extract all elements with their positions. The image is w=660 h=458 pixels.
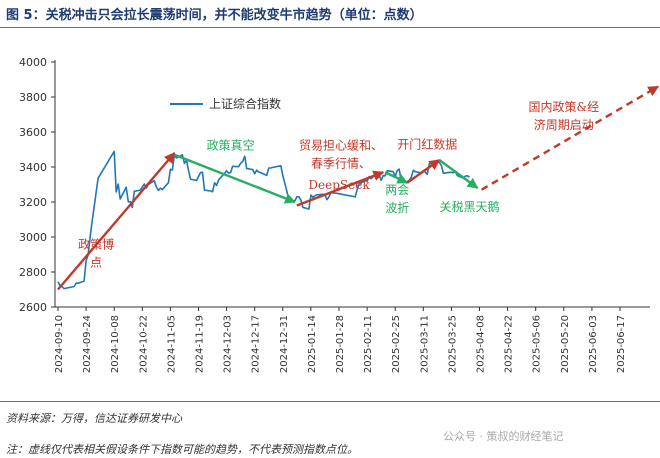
annotation-line: 关税黑天鹅 [439, 200, 499, 214]
x-tick-label: 2024-09-24 [82, 315, 93, 373]
annotation-label: 关税黑天鹅 [439, 200, 499, 214]
y-tick-label: 3400 [19, 161, 47, 174]
x-tick-label: 2024-12-03 [223, 315, 234, 373]
x-tick-label: 2025-05-06 [532, 315, 543, 373]
trend-arrow [384, 171, 409, 184]
y-tick-label: 2600 [19, 301, 47, 314]
chart-plot: 2600 2800 3000 3200 3400 3600 3800 4000 2024-09-… [19, 56, 660, 373]
annotation-line: 波折 [385, 200, 409, 215]
annotation-line: 济周期启动 [534, 117, 594, 132]
projection-arrow [480, 85, 660, 191]
trend-arrow [406, 159, 441, 184]
annotation-label: 政策博点 [78, 236, 114, 269]
trend-arrow [296, 170, 385, 207]
series-line-shanghai-index [57, 150, 470, 290]
x-tick-label: 2024-11-05 [166, 315, 177, 373]
footer-divider [0, 401, 660, 402]
annotation-line: 开门红数据 [397, 137, 457, 152]
annotation-line: DeepSeek [308, 178, 370, 192]
watermark: 公众号 · 策叔的财经笔记 [443, 430, 564, 443]
trend-arrow [438, 159, 479, 189]
annotation-line: 春季行情、 [311, 157, 371, 171]
title-divider [0, 27, 660, 28]
x-tick-label: 2024-12-31 [279, 315, 290, 373]
annotation-label: 开门红数据 [397, 137, 457, 152]
annotation-label: 国内政策&经济周期启动 [528, 100, 599, 132]
y-tick-label: 3600 [19, 126, 47, 139]
chart-title: 图 5：关税冲击只会拉长震荡时间，并不能改变牛市趋势（单位：点数） [6, 8, 423, 23]
annotation-line: 两会 [385, 183, 409, 197]
annotation-line: 贸易担心缓和、 [299, 139, 383, 153]
trend-arrow [173, 153, 296, 204]
x-tick-label: 2025-04-22 [504, 315, 515, 373]
annotation-label: 贸易担心缓和、春季行情、 [299, 139, 383, 171]
x-tick-label: 2024-11-19 [195, 315, 206, 373]
x-tick-label: 2024-10-22 [138, 315, 149, 373]
x-tick-label: 2025-06-17 [616, 315, 627, 373]
x-tick-label: 2024-12-17 [251, 315, 262, 373]
x-tick-label: 2025-01-28 [335, 315, 346, 373]
annotation-label: 政策真空 [207, 139, 255, 153]
x-tick-label: 2024-10-08 [110, 315, 121, 373]
y-tick-label: 2800 [19, 266, 47, 279]
annotation-line: 政策真空 [207, 139, 255, 153]
x-tick-label: 2025-04-08 [476, 315, 487, 373]
y-tick-label: 4000 [19, 56, 47, 69]
x-tick-label: 2025-03-11 [419, 315, 430, 373]
x-tick-label: 2025-02-25 [391, 315, 402, 373]
annotation-label: 两会波折 [385, 183, 409, 215]
x-tick-label: 2024-09-10 [54, 315, 65, 373]
trend-arrow [57, 152, 176, 291]
x-tick-label: 2025-06-03 [588, 315, 599, 373]
x-tick-label: 2025-02-11 [363, 315, 374, 373]
note-text: 注：虚线仅代表相关假设条件下指数可能的趋势，不代表预测指数点位。 [6, 443, 358, 456]
legend-label: 上证综合指数 [209, 96, 281, 111]
x-tick-label: 2025-01-14 [307, 315, 318, 373]
annotation-label: DeepSeek [308, 178, 370, 192]
y-tick-label: 3200 [19, 196, 47, 209]
y-tick-label: 3000 [19, 231, 47, 244]
annotation-line: 点 [90, 255, 102, 269]
source-text: 资料来源：万得，信达证券研发中心 [6, 412, 182, 425]
y-tick-label: 3800 [19, 91, 47, 104]
x-tick-label: 2025-05-20 [560, 315, 571, 373]
annotation-line: 政策博 [78, 236, 114, 251]
x-tick-label: 2025-03-25 [447, 315, 458, 373]
annotation-line: 国内政策&经 [528, 100, 599, 114]
